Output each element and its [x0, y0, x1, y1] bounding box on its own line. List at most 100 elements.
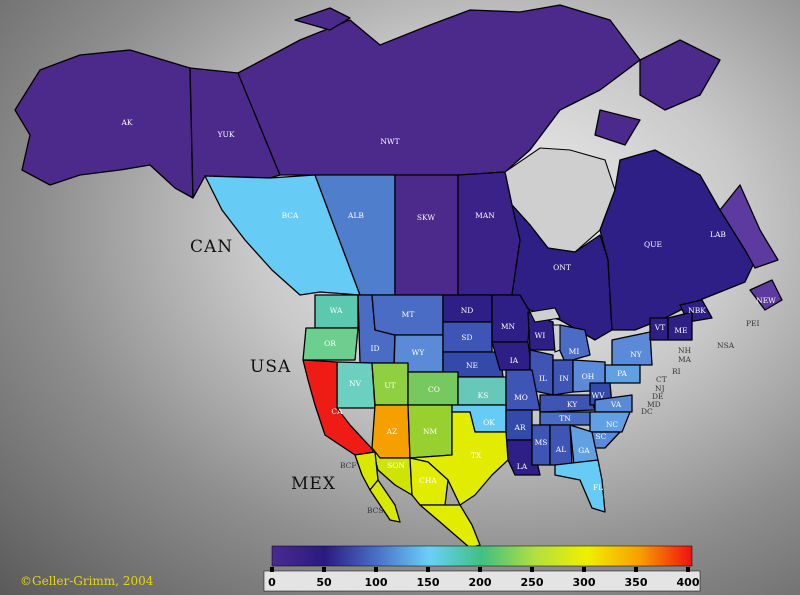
lake-superior	[529, 307, 561, 323]
label-ky: KY	[567, 400, 578, 409]
legend-tick-mark	[270, 567, 274, 572]
label-lab: LAB	[710, 230, 726, 239]
label-va: VA	[610, 400, 622, 409]
region-mex-s[interactable]	[419, 504, 481, 549]
label-bcs: BCS	[367, 506, 384, 515]
label-ct: CT	[656, 375, 667, 384]
label-ca: CA	[331, 407, 343, 416]
label-ma: MA	[678, 355, 692, 364]
region-arctic-islands[interactable]	[594, 109, 641, 146]
legend-tick-label: 0	[268, 576, 276, 589]
label-tx: TX	[471, 451, 482, 460]
country-label-usa: USA	[250, 357, 291, 377]
label-ak: AK	[120, 118, 132, 127]
label-il: IL	[539, 374, 547, 383]
region-labels: AK YUK NWT BCA ALB SKW MAN ONT QUE LAB N…	[120, 118, 776, 492]
label-ny: NY	[630, 350, 643, 359]
lake-michigan	[552, 324, 561, 353]
label-bca: BCA	[282, 211, 299, 220]
credit-text: ©Geller-Grimm, 2004	[20, 574, 154, 588]
label-ia: IA	[510, 356, 519, 365]
label-ga: GA	[578, 446, 590, 455]
label-ar: AR	[513, 423, 525, 432]
label-nbk: NBK	[688, 306, 706, 315]
country-label-mex: MEX	[291, 474, 336, 494]
color-legend: 0 50 100 150 200 250 300 350 400	[263, 545, 701, 592]
region-que[interactable]	[599, 149, 761, 331]
label-nm: NM	[423, 427, 438, 436]
legend-tick-label: 200	[469, 576, 492, 589]
region-skw[interactable]	[394, 174, 459, 296]
label-wv: WV	[591, 391, 605, 400]
label-sc: SC	[596, 432, 607, 441]
label-vt: VT	[654, 323, 665, 332]
label-son: SON	[387, 461, 405, 470]
legend-gradient-bar	[271, 545, 693, 567]
label-yuk: YUK	[217, 130, 235, 139]
legend-tick-label: 50	[316, 576, 332, 589]
country-label-can: CAN	[190, 237, 233, 257]
label-me: ME	[674, 326, 687, 335]
region-lab[interactable]	[719, 184, 779, 269]
legend-tick-label: 150	[417, 576, 440, 589]
legend-tick-mark	[374, 567, 378, 572]
region-bca[interactable]	[204, 174, 361, 296]
label-wa: WA	[330, 306, 343, 315]
label-al: AL	[555, 445, 566, 454]
legend-tick-mark	[634, 567, 638, 572]
label-co: CO	[428, 385, 440, 394]
region-ak[interactable]	[14, 49, 194, 199]
legend-tick-label: 100	[365, 576, 388, 589]
label-ut: UT	[384, 381, 395, 390]
label-skw: SKW	[417, 213, 435, 222]
label-dc: DC	[641, 407, 653, 416]
region-arctic-islands[interactable]	[294, 7, 351, 31]
region-va[interactable]	[594, 394, 633, 413]
label-id: ID	[371, 344, 380, 353]
label-pa: PA	[617, 369, 627, 378]
region-arctic-islands[interactable]	[639, 39, 721, 111]
legend-tick-mark	[582, 567, 586, 572]
label-ne: NE	[466, 361, 478, 370]
label-ri: RI	[672, 367, 681, 376]
label-nsa: NSA	[717, 341, 735, 350]
legend-tick-label: 400	[677, 576, 700, 589]
region-ny[interactable]	[611, 331, 653, 366]
legend-tick-label: 350	[625, 576, 648, 589]
region-nc[interactable]	[589, 411, 631, 433]
label-mi: MI	[569, 347, 580, 356]
legend-tick-label: 300	[573, 576, 596, 589]
label-az: AZ	[386, 427, 398, 436]
label-nh: NH	[678, 346, 692, 355]
label-nj: NJ	[655, 384, 665, 393]
label-md: MD	[647, 400, 661, 409]
region-nwt[interactable]	[237, 4, 641, 176]
label-pei: PEI	[746, 319, 760, 328]
region-bcs[interactable]	[369, 479, 401, 523]
region-fl[interactable]	[554, 459, 606, 513]
region-new[interactable]	[749, 279, 783, 311]
region-or[interactable]	[302, 327, 359, 361]
label-fl: FL	[593, 483, 603, 492]
label-ks: KS	[478, 391, 489, 400]
label-man: MAN	[475, 211, 495, 220]
region-mi[interactable]	[555, 324, 591, 363]
region-me[interactable]	[667, 311, 693, 341]
label-wi: WI	[535, 331, 546, 340]
label-in: IN	[559, 374, 569, 383]
label-que: QUE	[644, 240, 662, 249]
legend-tick-mark	[322, 567, 326, 572]
external-labels: BCF BCS PEI NSA NH MA RI CT NJ DE MD DC	[340, 319, 760, 515]
legend-tick-mark	[530, 567, 534, 572]
label-nd: ND	[461, 306, 474, 315]
label-oh: OH	[582, 372, 595, 381]
label-or: OR	[324, 339, 336, 348]
legend-tick-mark	[478, 567, 482, 572]
legend-tick-mark	[686, 567, 690, 572]
label-mo: MO	[514, 393, 528, 402]
label-alb: ALB	[347, 211, 364, 220]
label-cha: CHA	[419, 476, 437, 485]
label-nwt: NWT	[380, 137, 399, 146]
region-mn[interactable]	[491, 294, 531, 343]
label-ont: ONT	[553, 263, 571, 272]
